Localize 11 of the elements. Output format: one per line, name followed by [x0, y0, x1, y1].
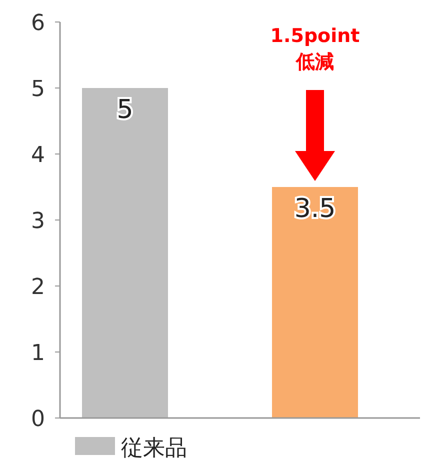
legend-label: 従来品: [121, 436, 187, 461]
y-tick-label: 2: [31, 275, 45, 300]
y-tick-label: 4: [31, 143, 45, 168]
data-label: 5: [116, 95, 134, 125]
y-tick-label: 1: [31, 341, 45, 366]
y-tick-label: 0: [31, 407, 45, 432]
annotation: 1.5point 低減: [270, 25, 360, 73]
y-tick-label: 6: [31, 11, 45, 36]
y-tick-label: 3: [31, 209, 45, 234]
y-tick-label: 5: [31, 77, 45, 102]
data-label: 3.5: [294, 194, 336, 224]
